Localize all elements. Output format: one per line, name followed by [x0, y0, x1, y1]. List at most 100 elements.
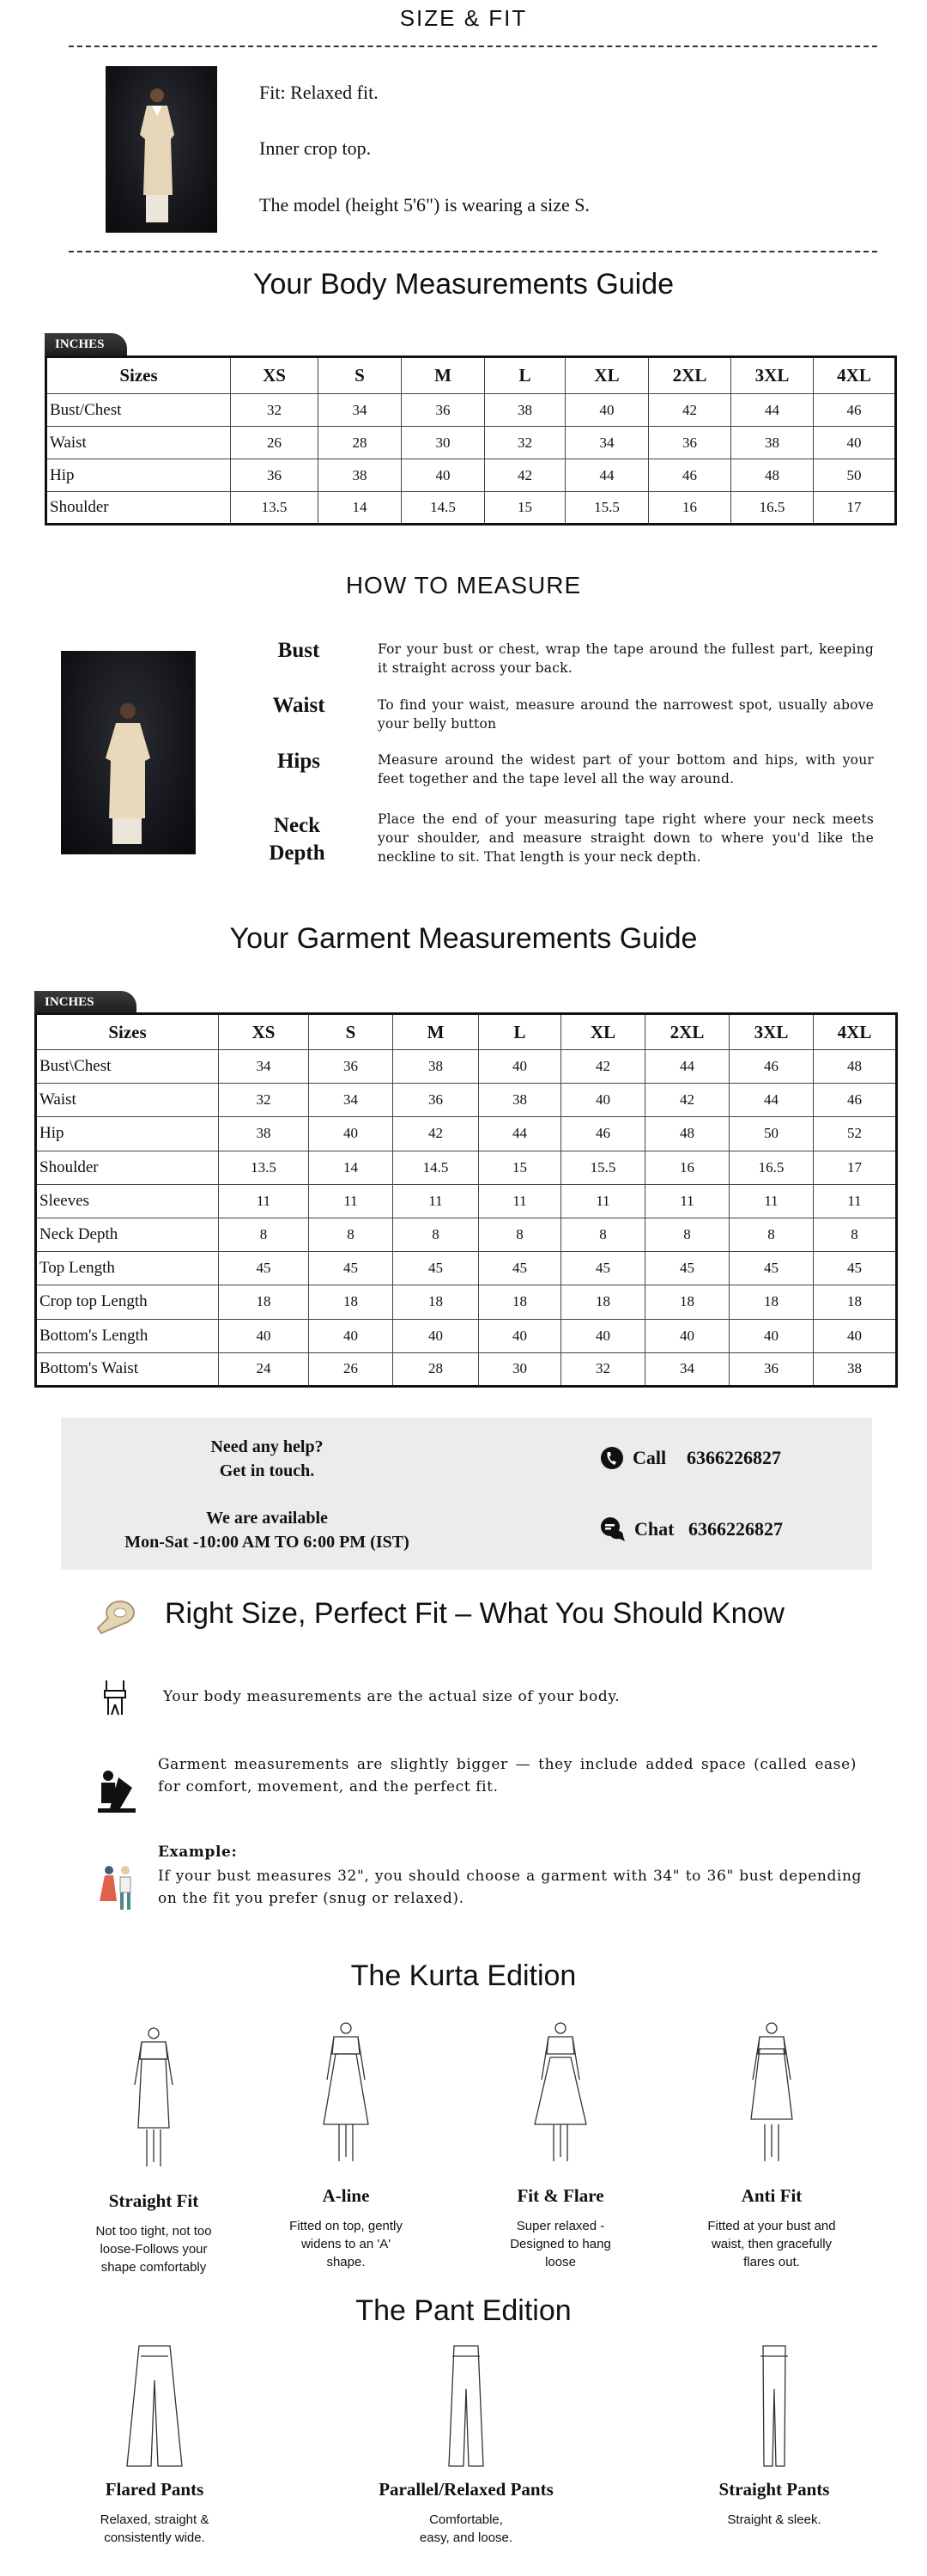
table-cell: 45 [218, 1251, 309, 1286]
measure-desc-neck-depth: Place the end of your measuring tape rig… [378, 811, 874, 865]
kurta-style-desc: Fitted at your bust and waist, then grac… [707, 2219, 836, 2269]
table-cell: 44 [730, 393, 814, 427]
table-cell: 45 [813, 1251, 897, 1286]
table-cell: 26 [308, 1352, 393, 1387]
model-photo [106, 66, 217, 233]
table-cell: 11 [308, 1183, 393, 1218]
table-row: Waist 26 28 30 32 34 36 38 40 [45, 426, 896, 459]
table-cell: 17 [813, 1150, 897, 1185]
table-cell: 46 [560, 1116, 645, 1151]
kurta-illustration-icon [59, 2025, 248, 2184]
table-cell: 42 [560, 1048, 645, 1084]
availability-line: We are available [206, 1509, 328, 1528]
divider [69, 251, 877, 252]
table-cell: 34 [318, 393, 402, 427]
chat-icon [601, 1517, 625, 1541]
column-header: 4XL [813, 1013, 897, 1050]
kurta-edition-title: The Kurta Edition [350, 1959, 577, 1992]
table-cell: 36 [230, 459, 318, 492]
table-cell: 11 [729, 1183, 814, 1218]
row-label: Top Length [35, 1251, 219, 1286]
table-cell: 40 [218, 1318, 309, 1353]
table-cell: 8 [729, 1217, 814, 1253]
garment-measurement-note: Garment measurements are slightly bigger… [158, 1756, 857, 1795]
column-header: 3XL [730, 356, 814, 394]
pant-style-2: Straight Pants Straight & sleek. [654, 2337, 894, 2529]
column-header: L [478, 1013, 561, 1050]
table-cell: 8 [645, 1217, 730, 1253]
help-line: Get in touch. [219, 1461, 315, 1480]
table-cell: 18 [813, 1285, 897, 1320]
garment-measurements-table: Sizes XS S M L XL 2XL 3XL 4XL Bust\Chest 34 36 38 40 4… [34, 1012, 898, 1388]
tailor-icon [98, 1771, 136, 1813]
table-cell: 40 [560, 1083, 645, 1118]
table-cell: 52 [813, 1116, 897, 1151]
column-header: M [401, 356, 485, 394]
row-label: Bottom's Waist [35, 1352, 219, 1387]
table-cell: 11 [813, 1183, 897, 1218]
table-cell: 45 [729, 1251, 814, 1286]
kurta-style-1: A-line Fitted on top, gently widens to a… [251, 2020, 440, 2271]
call-contact[interactable]: Call 6366226827 [600, 1445, 781, 1471]
measure-desc-bust: For your bust or chest, wrap the tape ar… [378, 641, 874, 676]
table-cell: 48 [813, 1048, 897, 1084]
table-cell: 30 [401, 426, 485, 459]
table-cell: 18 [218, 1285, 309, 1320]
column-header: 4XL [813, 356, 896, 394]
table-row: Bottom's Waist 24 26 28 30 32 34 36 38 [35, 1352, 897, 1387]
column-header: XL [560, 1013, 645, 1050]
call-number[interactable]: 6366226827 [687, 1447, 781, 1468]
table-cell: 45 [478, 1251, 561, 1286]
chat-number[interactable]: 6366226827 [688, 1518, 783, 1540]
chat-label: Chat [634, 1518, 675, 1540]
chat-contact[interactable]: Chat 6366226827 [599, 1516, 783, 1543]
pant-style-label: Straight Pants [718, 2479, 830, 2500]
inches-tab: INCHES [34, 991, 136, 1013]
table-cell: 44 [729, 1083, 814, 1118]
table-cell: 11 [478, 1183, 561, 1218]
table-header-row: Sizes XS S M L XL 2XL 3XL 4XL [35, 1013, 897, 1050]
row-label: Bottom's Length [35, 1318, 219, 1353]
table-cell: 40 [813, 1318, 897, 1353]
kurta-illustration-icon [251, 2020, 440, 2178]
table-cell: 40 [308, 1116, 393, 1151]
table-cell: 11 [645, 1183, 730, 1218]
row-label: Neck Depth [35, 1217, 219, 1253]
row-label: Bust/Chest [45, 393, 231, 427]
column-header: 2XL [645, 1013, 730, 1050]
phone-icon [601, 1447, 623, 1469]
table-cell: 42 [484, 459, 566, 492]
table-cell: 42 [648, 393, 731, 427]
inches-tab: INCHES [45, 333, 127, 356]
kurta-style-2: Fit & Flare Super relaxed - Designed to … [466, 2020, 655, 2271]
table-cell: 50 [813, 459, 896, 492]
kurta-style-desc: Fitted on top, gently widens to an 'A' s… [289, 2219, 403, 2269]
table-cell: 36 [392, 1083, 479, 1118]
garment-guide-title: Your Garment Measurements Guide [229, 922, 698, 955]
table-cell: 46 [648, 459, 731, 492]
column-header: L [484, 356, 566, 394]
table-cell: 45 [560, 1251, 645, 1286]
pant-style-1: Parallel/Relaxed Pants Comfortable, easy… [346, 2337, 586, 2547]
row-label: Crop top Length [35, 1285, 219, 1320]
table-cell: 45 [645, 1251, 730, 1286]
table-cell: 17 [813, 491, 896, 525]
table-cell: 15 [478, 1150, 561, 1185]
table-row: Bottom's Length 40 40 40 40 40 40 40 40 [35, 1318, 897, 1353]
model-figure-icon [140, 88, 174, 222]
table-cell: 8 [813, 1217, 897, 1253]
column-header: M [392, 1013, 479, 1050]
table-cell: 46 [813, 1083, 897, 1118]
table-cell: 40 [392, 1318, 479, 1353]
fit-line: The model (height 5'6") is wearing a siz… [259, 194, 591, 216]
table-row: Shoulder 13.5 14 14.5 15 15.5 16 16.5 17 [35, 1150, 897, 1185]
table-cell: 45 [392, 1251, 479, 1286]
table-cell: 11 [218, 1183, 309, 1218]
row-label: Sleeves [35, 1183, 219, 1218]
table-cell: 16 [645, 1150, 730, 1185]
table-cell: 38 [318, 459, 402, 492]
table-cell: 18 [308, 1285, 393, 1320]
measuring-tape-icon [96, 1601, 135, 1635]
table-header-row: Sizes XS S M L XL 2XL 3XL 4XL [45, 356, 896, 394]
table-cell: 15.5 [565, 491, 649, 525]
